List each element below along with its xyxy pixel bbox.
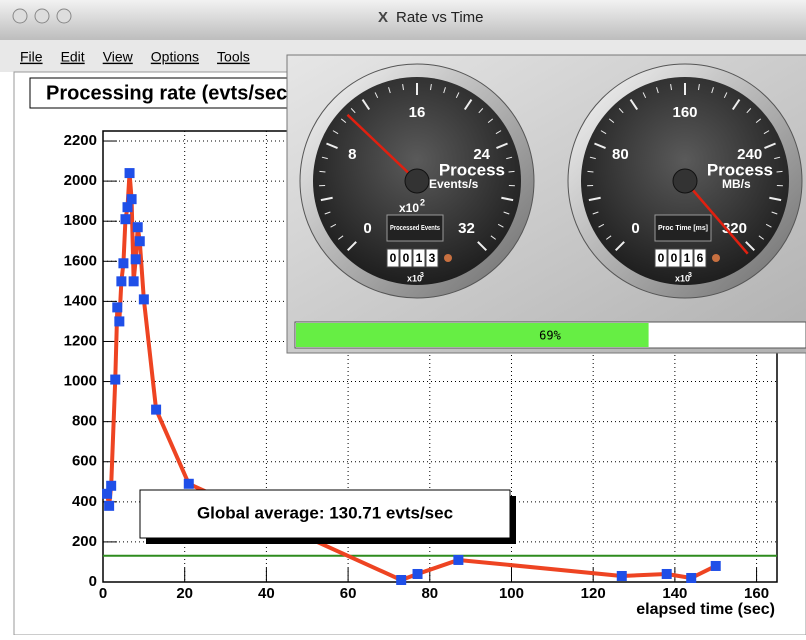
gauge-label: 8 [348, 146, 356, 163]
counter-digit: 6 [697, 251, 704, 265]
menu-item[interactable]: Options [151, 49, 199, 65]
data-point [116, 276, 126, 286]
x-tick-label: 120 [581, 585, 606, 602]
data-point [135, 236, 145, 246]
x-tick-label: 40 [258, 585, 275, 602]
data-point [125, 168, 135, 178]
x-tick-label: 20 [176, 585, 193, 602]
counter-digit: 0 [671, 251, 678, 265]
counter-scale-exp: 3 [688, 272, 692, 279]
data-point [396, 575, 406, 585]
gauge-hub [673, 169, 697, 193]
gauge-label: 160 [672, 104, 697, 121]
gauge-tick [587, 171, 593, 172]
x-tick-label: 140 [662, 585, 687, 602]
gauge-scale: x10 [399, 201, 419, 215]
x-axis-label: elapsed time (sec) [636, 601, 775, 618]
data-point [120, 214, 130, 224]
gauge-label: 0 [363, 220, 371, 237]
gauge-unit: MB/s [722, 177, 751, 191]
y-tick-label: 1400 [64, 292, 97, 309]
menu-item[interactable]: View [103, 49, 134, 65]
data-point [151, 405, 161, 415]
data-point [104, 501, 114, 511]
data-point [110, 375, 120, 385]
counter-scale-exp: 3 [420, 272, 424, 279]
y-tick-label: 2000 [64, 172, 97, 189]
gauge-tick [777, 171, 783, 172]
gauge-label: 80 [612, 146, 629, 163]
counter-digit: 3 [429, 251, 436, 265]
y-tick-label: 1600 [64, 252, 97, 269]
window-title: Rate vs Time [396, 9, 484, 26]
y-tick-label: 1200 [64, 332, 97, 349]
minimize-button[interactable] [35, 9, 49, 23]
y-tick-label: 1000 [64, 373, 97, 390]
gauge-scale-exp: 2 [420, 197, 425, 207]
x-tick-label: 60 [340, 585, 357, 602]
counter-lamp [444, 254, 452, 262]
data-point [129, 276, 139, 286]
x-icon: X [378, 9, 388, 26]
data-point [662, 569, 672, 579]
data-point [453, 555, 463, 565]
x-tick-label: 100 [499, 585, 524, 602]
data-point [184, 479, 194, 489]
progress-fill [296, 323, 649, 347]
y-tick-label: 0 [89, 573, 97, 590]
counter-digit: 1 [684, 251, 691, 265]
y-tick-label: 200 [72, 533, 97, 550]
progress-label: 69% [539, 329, 561, 343]
data-point [413, 569, 423, 579]
data-point [131, 254, 141, 264]
gauge-label: 32 [458, 220, 475, 237]
y-tick-label: 1800 [64, 212, 97, 229]
counter-digit: 0 [403, 251, 410, 265]
y-tick-label: 600 [72, 453, 97, 470]
annotation: Global average: 130.71 evts/sec [197, 503, 453, 522]
data-point [711, 561, 721, 571]
data-point [118, 258, 128, 268]
y-tick-label: 2200 [64, 132, 97, 149]
menu-item[interactable]: Edit [61, 49, 85, 65]
data-point [106, 481, 116, 491]
close-button[interactable] [13, 9, 27, 23]
counter-digit: 0 [658, 251, 665, 265]
counter-lamp [712, 254, 720, 262]
data-point [112, 302, 122, 312]
data-point [127, 194, 137, 204]
zoom-button[interactable] [57, 9, 71, 23]
data-point [617, 571, 627, 581]
menu-item[interactable]: File [20, 49, 43, 65]
gauge-label: 16 [409, 104, 426, 121]
data-point [139, 294, 149, 304]
menu-item[interactable]: Tools [217, 49, 250, 65]
y-tick-label: 800 [72, 413, 97, 430]
counter-label: Proc Time [ms] [658, 225, 708, 232]
x-tick-label: 160 [744, 585, 769, 602]
y-tick-label: 400 [72, 493, 97, 510]
data-point [133, 222, 143, 232]
gauge-unit: Events/s [429, 177, 479, 191]
chart-title: Processing rate (evts/sec) [46, 82, 294, 104]
x-tick-label: 0 [99, 585, 107, 602]
gauge-hub [405, 169, 429, 193]
counter-label: Processed Events [390, 225, 440, 232]
gauge-tick [319, 171, 325, 172]
counter-digit: 1 [416, 251, 423, 265]
gauge-tick [509, 171, 515, 172]
data-point [686, 573, 696, 583]
counter-digit: 0 [390, 251, 397, 265]
data-point [114, 316, 124, 326]
gauge-label: 0 [631, 220, 639, 237]
x-tick-label: 80 [421, 585, 438, 602]
